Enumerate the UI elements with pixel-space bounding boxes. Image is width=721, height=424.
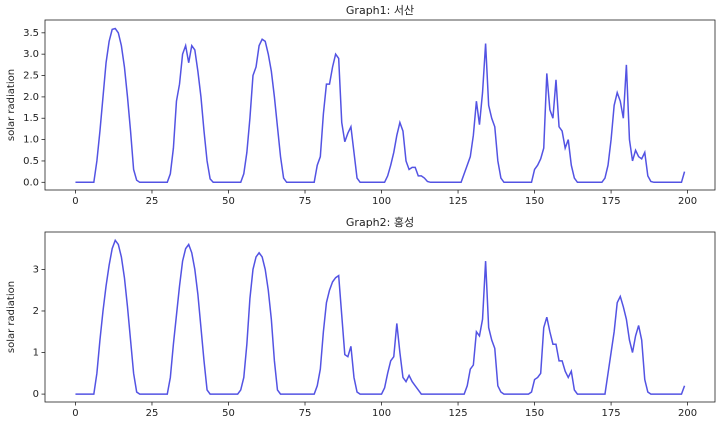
- x-tick-label: 0: [72, 408, 78, 419]
- x-tick-label: 125: [449, 408, 468, 419]
- y-tick-label: 2: [33, 306, 39, 317]
- x-tick-label: 75: [299, 408, 312, 419]
- y-tick-label: 1.0: [23, 135, 39, 146]
- chart-title: Graph1: 서산: [346, 4, 414, 17]
- x-tick-label: 50: [222, 196, 235, 207]
- x-tick-label: 50: [222, 408, 235, 419]
- y-tick-label: 2.5: [23, 71, 39, 82]
- x-tick-label: 75: [299, 196, 312, 207]
- x-tick-label: 175: [602, 408, 621, 419]
- x-tick-label: 100: [372, 196, 391, 207]
- x-tick-label: 150: [525, 408, 544, 419]
- y-tick-label: 3.5: [23, 28, 39, 39]
- x-tick-label: 200: [678, 196, 697, 207]
- plot-frame: [44, 19, 716, 191]
- y-tick-label: 1.5: [23, 113, 39, 124]
- x-tick-label: 200: [678, 408, 697, 419]
- y-tick-label: 0.5: [23, 156, 39, 167]
- y-axis-label: solar radiation: [6, 69, 17, 141]
- x-tick-label: 125: [449, 196, 468, 207]
- x-tick-label: 175: [602, 196, 621, 207]
- chart-title: Graph2: 홍성: [346, 215, 414, 229]
- x-tick-label: 100: [372, 408, 391, 419]
- x-tick-label: 25: [146, 408, 159, 419]
- y-tick-label: 3.0: [23, 49, 39, 60]
- x-tick-label: 0: [72, 196, 78, 207]
- y-tick-label: 2.0: [23, 92, 39, 103]
- y-tick-label: 0.0: [23, 177, 39, 188]
- x-tick-label: 25: [146, 196, 159, 207]
- y-tick-label: 0: [33, 389, 39, 400]
- y-axis-label: solar radiation: [6, 281, 17, 353]
- y-tick-label: 3: [33, 264, 39, 275]
- data-line: [75, 238, 686, 395]
- plot-frame: [44, 231, 716, 403]
- y-tick-label: 1: [33, 348, 39, 359]
- data-line: [75, 27, 686, 184]
- x-tick-label: 150: [525, 196, 544, 207]
